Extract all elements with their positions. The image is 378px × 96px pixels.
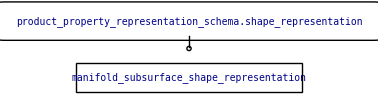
Text: product_property_representation_schema.shape_representation: product_property_representation_schema.s… xyxy=(16,16,362,27)
FancyBboxPatch shape xyxy=(76,63,302,92)
FancyBboxPatch shape xyxy=(0,2,378,40)
Ellipse shape xyxy=(187,46,191,51)
Text: manifold_subsurface_shape_representation: manifold_subsurface_shape_representation xyxy=(71,72,307,83)
